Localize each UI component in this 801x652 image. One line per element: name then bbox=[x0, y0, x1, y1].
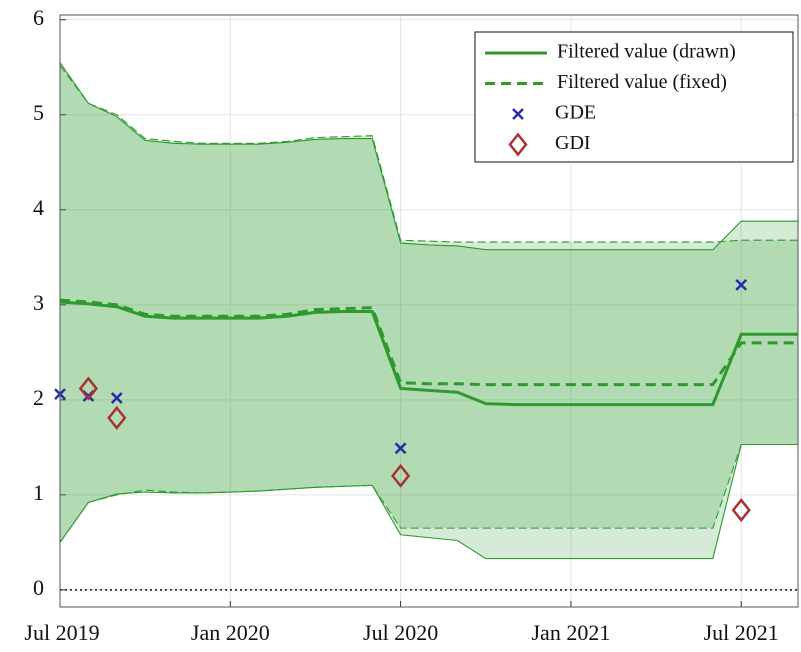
legend-marker-diamond bbox=[508, 132, 528, 157]
marker-diamond bbox=[391, 463, 411, 488]
legend-label: Filtered value (drawn) bbox=[557, 41, 736, 63]
marker-diamond bbox=[107, 405, 127, 430]
band-edge bbox=[59, 443, 798, 560]
x-tick-label: Jul 2019 bbox=[24, 620, 99, 645]
y-tick-label: 2 bbox=[33, 385, 44, 410]
confidence-band bbox=[60, 65, 798, 543]
confidence-band bbox=[60, 62, 798, 559]
x-tick-label: Jul 2021 bbox=[704, 620, 779, 645]
legend-marker bbox=[508, 132, 528, 157]
band-edge bbox=[59, 65, 798, 243]
band-edge bbox=[59, 443, 798, 543]
marker-x bbox=[110, 392, 123, 404]
y-tick-label: 6 bbox=[33, 5, 44, 30]
marker-diamond bbox=[78, 376, 98, 401]
legend-label: GDI bbox=[555, 132, 591, 154]
marker-x bbox=[394, 442, 407, 455]
line bbox=[59, 300, 798, 407]
line bbox=[59, 298, 798, 387]
legend-label: Filtered value (fixed) bbox=[557, 71, 727, 93]
y-tick-label: 5 bbox=[33, 100, 44, 125]
marker-diamond bbox=[731, 498, 751, 523]
legend-marker-x bbox=[512, 108, 524, 120]
x-tick-label: Jul 2020 bbox=[363, 620, 438, 645]
marker-x bbox=[735, 278, 748, 291]
plot-frame bbox=[59, 14, 799, 608]
band-edge bbox=[59, 62, 798, 251]
y-tick-label: 0 bbox=[33, 575, 44, 600]
legend-label: GDE bbox=[555, 102, 596, 124]
x-tick-label: Jan 2021 bbox=[532, 620, 611, 645]
y-tick-label: 3 bbox=[33, 290, 44, 315]
legend-marker bbox=[512, 108, 524, 120]
y-tick-label: 4 bbox=[33, 195, 44, 220]
y-tick-label: 1 bbox=[33, 480, 44, 505]
x-tick-label: Jan 2020 bbox=[191, 620, 270, 645]
legend: Filtered value (drawn) Filtered value (fi… bbox=[474, 31, 794, 163]
